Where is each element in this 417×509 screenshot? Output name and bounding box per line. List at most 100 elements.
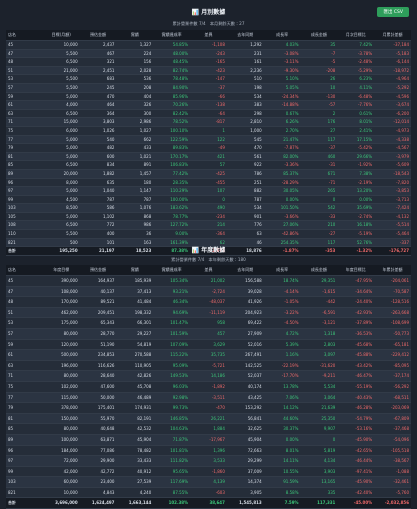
cell: -6.48% <box>337 92 375 102</box>
data-row: 59 120,000 51,190 54,819 107.09% 3,629 52,016 5… <box>6 339 411 351</box>
cell: -204,061 <box>374 275 411 287</box>
cell: -54.79% <box>337 413 375 425</box>
cell: 47 <box>6 49 43 59</box>
cell: -3,121 <box>300 317 338 329</box>
cell: 102,000 <box>42 381 80 393</box>
data-row: 57 5,500 245 208 84.90% -37 198 5.05% 10 4.11% -5,… <box>6 83 411 93</box>
cell: 891 <box>116 160 154 170</box>
cell: 117.69% <box>153 476 191 488</box>
cell: 103 <box>6 476 43 488</box>
column-header: 差異 <box>190 30 227 41</box>
cell: 21,002 <box>190 275 227 287</box>
cell: -7.87% <box>263 143 301 153</box>
cell: -4,567 <box>374 143 411 153</box>
data-row: 99 4,500 787 787 100.00% 0 787 0.00% 0 0.00% -3,71… <box>6 195 411 205</box>
cell: 91.59% <box>263 476 301 488</box>
cell: 6,500 <box>42 57 80 67</box>
cell: 52.76% <box>337 238 375 248</box>
cell: -49 <box>190 143 227 153</box>
cell: 61 <box>6 349 43 361</box>
cell: -18,543 <box>374 169 411 179</box>
cell: 383 <box>226 100 264 110</box>
cell: 5.39% <box>263 339 301 351</box>
data-row: 89 20,000 1,882 1,457 77.42% -425 786 85.37% 671… <box>6 169 411 179</box>
data-row: 105 5,000 1,102 868 78.77% -234 901 -3.66% -33 -2… <box>6 212 411 222</box>
cell: -37 <box>190 83 227 93</box>
cell: 29,900 <box>79 455 117 467</box>
data-row: 81 5,000 600 1,021 170.17% 421 561 82.00% 460 29.… <box>6 152 411 162</box>
cell: 18,876 <box>226 246 264 256</box>
cell: -6,591 <box>300 307 338 319</box>
cell: 127.72% <box>153 220 191 231</box>
cell: 84.90% <box>153 83 191 93</box>
cell: 21,197 <box>79 246 117 256</box>
cell: 2,028 <box>116 66 154 76</box>
cell: -6,200 <box>374 109 411 119</box>
cell: 45,904 <box>116 434 154 446</box>
cell: 71.87% <box>153 434 191 446</box>
cell: 27 <box>300 126 338 136</box>
cell: -229,412 <box>374 349 411 361</box>
cell: -68,511 <box>374 392 411 404</box>
cell: -5,292 <box>374 83 411 93</box>
cell: 51,190 <box>79 339 117 351</box>
cell: -31,620 <box>300 360 338 372</box>
cell: 3,064 <box>300 392 338 404</box>
cell: 901 <box>226 212 264 222</box>
cell: -65,181 <box>374 339 411 351</box>
cell: 36 <box>116 229 154 239</box>
cell: 107 <box>190 186 227 196</box>
cell: 18.74% <box>263 275 301 287</box>
cell: 821 <box>6 238 43 248</box>
cell: -1.05% <box>263 296 301 308</box>
cell: 662 <box>116 135 154 145</box>
cell: -45.90% <box>337 434 375 446</box>
cell: -50,773 <box>374 328 411 340</box>
cell: 234,853 <box>79 349 117 361</box>
cell: 26 <box>300 74 338 84</box>
column-header: 預估金額 <box>79 30 117 41</box>
cell: 30.37% <box>263 423 301 435</box>
cell: 82.42% <box>153 109 191 119</box>
cell: -64 <box>190 109 227 119</box>
cell: 149.53% <box>153 370 191 382</box>
table-head: 店名 目標(月額) 預估金額 實績 實績達成率 差異 去年同期 成長率 成長金額 月次目標比 月累計… <box>6 30 411 41</box>
cell: 300 <box>116 109 154 119</box>
cell: 77.42% <box>153 169 191 179</box>
cell: 10,000 <box>42 487 80 499</box>
cell: 321 <box>79 57 117 67</box>
cell: 21.47% <box>263 135 301 145</box>
cell: 110,905 <box>116 360 154 372</box>
cell: 0 <box>300 434 338 446</box>
cell: 50,000 <box>79 392 117 404</box>
cell: 57 <box>190 160 227 170</box>
cell: 45,708 <box>116 381 154 393</box>
data-row: 51 21,000 2,451 2,028 82.74% -423 2,236 -9.30% -… <box>6 66 411 76</box>
cell: 2,810 <box>226 117 264 127</box>
cell: 170,000 <box>42 296 80 308</box>
cell: 99 <box>6 466 43 478</box>
cell: 586 <box>79 203 117 213</box>
data-row: 79 5,000 482 433 89.83% -49 470 -7.87% -37 -5.42%… <box>6 143 411 153</box>
cell: 1,000 <box>226 126 264 136</box>
data-row: 79 378,000 175,401 174,931 99.73% -470 153,292… <box>6 402 411 414</box>
cell: 87.38% <box>153 246 191 256</box>
cell: 10,000 <box>42 40 80 50</box>
cell: -337 <box>374 238 411 248</box>
cell: 209,451 <box>79 307 117 319</box>
cell: 600 <box>79 152 117 162</box>
cell: 40,137 <box>79 286 117 298</box>
cell: 37,413 <box>116 286 154 298</box>
cell: 404 <box>116 92 154 102</box>
cell: 482 <box>79 143 117 153</box>
cell: 2,451 <box>79 66 117 76</box>
monthly-table-wrap: 店名 目標(月額) 預估金額 實績 實績達成率 差異 去年同期 成長率 成長金額 月次目標比 月累計… <box>6 30 411 256</box>
data-row: 53 5,500 683 536 78.48% -147 510 5.10% 26 6.23% -4… <box>6 74 411 84</box>
cell: 464 <box>79 100 117 110</box>
cell: 2 <box>300 109 338 119</box>
header-row: 店名 目標(月額) 預估金額 實績 實績達成率 差異 去年同期 成長率 成長金額 月次目標比 月累計… <box>6 30 411 41</box>
export-button[interactable]: 匯出 CSV <box>377 7 409 17</box>
cell: -2.74% <box>337 212 375 222</box>
cell: 82.00% <box>263 152 301 162</box>
cell: 821 <box>6 487 43 499</box>
